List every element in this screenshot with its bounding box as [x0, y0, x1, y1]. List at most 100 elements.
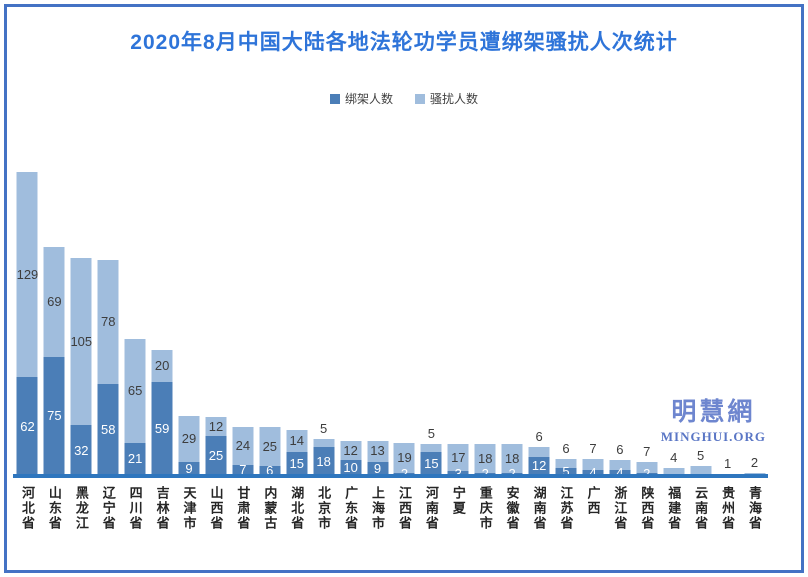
harass-bar-segment: [43, 246, 65, 357]
category-label: 福建省: [666, 486, 682, 531]
kidnap-bar-segment: [582, 469, 604, 476]
harass-value-label: 5: [320, 421, 328, 437]
category-label: 黑龙江: [73, 486, 89, 531]
minghui-logo: 明慧網 MINGHUI.ORG: [661, 392, 766, 445]
kidnap-value-label: 5: [562, 464, 570, 480]
kidnap-bar-segment: [178, 461, 200, 476]
kidnap-value-label: 2: [643, 466, 650, 482]
harass-bar-segment: [528, 447, 550, 457]
harass-bar-segment: [555, 458, 577, 469]
kidnap-value-label: 59: [154, 421, 170, 437]
category-label: 吉林省: [154, 486, 170, 531]
kidnap-bar-segment: [151, 382, 173, 476]
kidnap-bar-segment: [367, 461, 389, 476]
bar-group: 32 105: [68, 140, 95, 476]
harass-bar-segment: [367, 441, 389, 462]
harass-bar-segment: [663, 468, 685, 475]
harass-bar-segment: [232, 426, 254, 465]
minghui-logo-cn: 明慧網: [671, 399, 756, 426]
kidnap-value-label: 1: [723, 456, 732, 472]
harass-value-label: 25: [262, 438, 278, 454]
harass-bar-segment: [16, 172, 38, 378]
harass-value-label: 6: [562, 440, 570, 456]
minghui-logo-latin: MINGHUI.ORG: [660, 429, 766, 444]
category-label: 江苏省: [558, 486, 574, 531]
category-label: 云南省: [693, 486, 709, 531]
category-label: 陕西省: [639, 486, 655, 531]
harass-value-label: 129: [16, 266, 39, 282]
category-label: 重庆市: [477, 486, 493, 531]
kidnap-value-label: 2: [482, 466, 489, 482]
kidnap-value-label: 32: [74, 442, 89, 458]
category-label: 河南省: [423, 486, 439, 531]
category-label: 天津市: [181, 486, 197, 531]
kidnap-bar-segment: [259, 466, 281, 476]
category-label: 湖南省: [531, 486, 547, 531]
harass-value-label: 24: [235, 437, 251, 453]
harass-value-label: 2: [750, 454, 759, 470]
harass-value-label: 13: [370, 443, 385, 459]
category-label: 宁夏: [450, 486, 466, 516]
harass-bar-segment: [340, 441, 362, 461]
kidnap-bar-segment: [340, 460, 362, 476]
harass-bar-segment: [286, 429, 308, 453]
kidnap-bar-segment: [528, 456, 550, 476]
harass-value-label: 12: [343, 442, 358, 458]
kidnap-swatch-icon: [329, 93, 340, 104]
category-label: 四川省: [127, 486, 143, 531]
kidnap-value-label: 15: [424, 456, 439, 472]
harass-value-label: 29: [181, 430, 197, 446]
kidnap-bar-segment: [286, 452, 308, 476]
category-label: 内蒙古: [262, 486, 278, 531]
kidnap-value-label: 75: [47, 408, 62, 424]
kidnap-value-label: 25: [208, 448, 224, 464]
category-label: 湖北省: [289, 486, 305, 531]
category-label: 浙江省: [612, 486, 628, 531]
kidnap-value-label: 9: [373, 460, 382, 476]
kidnap-value-label: 7: [239, 462, 247, 478]
kidnap-value-label: 21: [127, 451, 143, 467]
bar-group: 6 25: [256, 140, 283, 478]
harass-value-label: 4: [670, 450, 678, 466]
harass-value-label: 12: [208, 418, 224, 434]
category-axis: 河北省 山东省 黑龙江 辽宁省 四川省 吉林省 天津市 山西省 甘肃省 内蒙古 湖北省 北京市 广东省上…: [14, 486, 768, 556]
bar-group: 18 5: [310, 140, 337, 476]
harass-bar-segment: [582, 458, 604, 470]
kidnap-bar-segment: [16, 377, 38, 476]
kidnap-value-label: 9: [185, 460, 193, 476]
harass-bar-segment: [393, 442, 415, 473]
harass-bar-segment: [501, 444, 523, 473]
harass-bar-segment: [259, 426, 281, 467]
harass-value-label: 14: [289, 432, 304, 448]
category-label: 广西: [585, 486, 601, 516]
kidnap-bar-segment: [609, 469, 631, 476]
bar-group: 219: [391, 140, 418, 481]
harass-value-label: 19: [397, 449, 412, 465]
kidnap-bar-segment: [205, 436, 227, 476]
kidnap-bar-segment: [70, 425, 92, 476]
bar-group: 7 24: [229, 140, 256, 478]
harass-bar-segment: [313, 439, 335, 448]
bar-group: 9 13: [364, 140, 391, 476]
harass-value-label: 20: [154, 358, 170, 374]
category-label: 甘肃省: [235, 486, 251, 531]
category-label: 辽宁省: [100, 486, 116, 531]
bar-group: 10 12: [337, 140, 364, 476]
legend-item-harass: 骚扰人数: [415, 90, 478, 107]
harass-swatch-icon: [415, 93, 425, 104]
category-label: 河北省: [19, 486, 35, 531]
harass-value-label: 18: [478, 450, 493, 466]
harass-bar-segment: [636, 461, 658, 473]
category-label: 山东省: [46, 486, 62, 531]
bar-group: 75 69: [41, 140, 68, 476]
harass-value-label: 5: [697, 448, 705, 464]
bar-group: 15 5: [418, 140, 445, 476]
kidnap-value-label: 15: [289, 456, 304, 472]
legend: 绑架人数 骚扰人数: [0, 90, 808, 107]
bar-group: 25 12: [203, 140, 230, 476]
harass-value-label: 5: [427, 426, 435, 442]
bar-group: 15 14: [283, 140, 310, 476]
bar-group: 218: [472, 140, 499, 481]
